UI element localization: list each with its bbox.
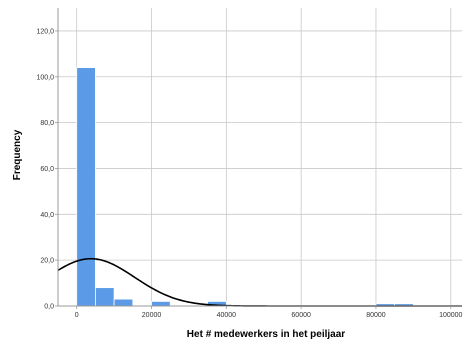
x-tick-label-3: 60000	[291, 312, 311, 319]
tick-labels: 0,0 20,0 40,0 60,0 80,0 100,0 120,0 0 20000 40000…	[36, 28, 462, 319]
y-tick-label-0: 0,0	[44, 304, 54, 311]
x-axis-title: Het # medewerkers in het peiljaar	[187, 329, 346, 340]
histogram-bars	[76, 67, 414, 307]
y-tick-label-4: 80,0	[40, 120, 54, 127]
x-tick-label-2: 40000	[217, 312, 237, 319]
y-tick-label-2: 40,0	[40, 212, 54, 219]
x-tick-label-4: 80000	[366, 312, 386, 319]
histogram-bar-0	[76, 67, 96, 307]
y-tick-label-3: 60,0	[40, 166, 54, 173]
axes	[55, 8, 462, 309]
histogram-bar-1	[95, 287, 115, 307]
histogram-bar-4	[151, 301, 171, 307]
x-tick-label-5: 100000	[439, 312, 462, 319]
y-tick-label-5: 100,0	[36, 74, 54, 81]
x-tick-label-0: 0	[75, 312, 79, 319]
grid-lines	[58, 8, 462, 306]
x-tick-label-1: 20000	[142, 312, 162, 319]
y-tick-label-6: 120,0	[36, 28, 54, 35]
y-axis-title: Frequency	[12, 129, 23, 180]
y-tick-label-1: 20,0	[40, 258, 54, 265]
histogram-bar-2	[113, 298, 134, 307]
